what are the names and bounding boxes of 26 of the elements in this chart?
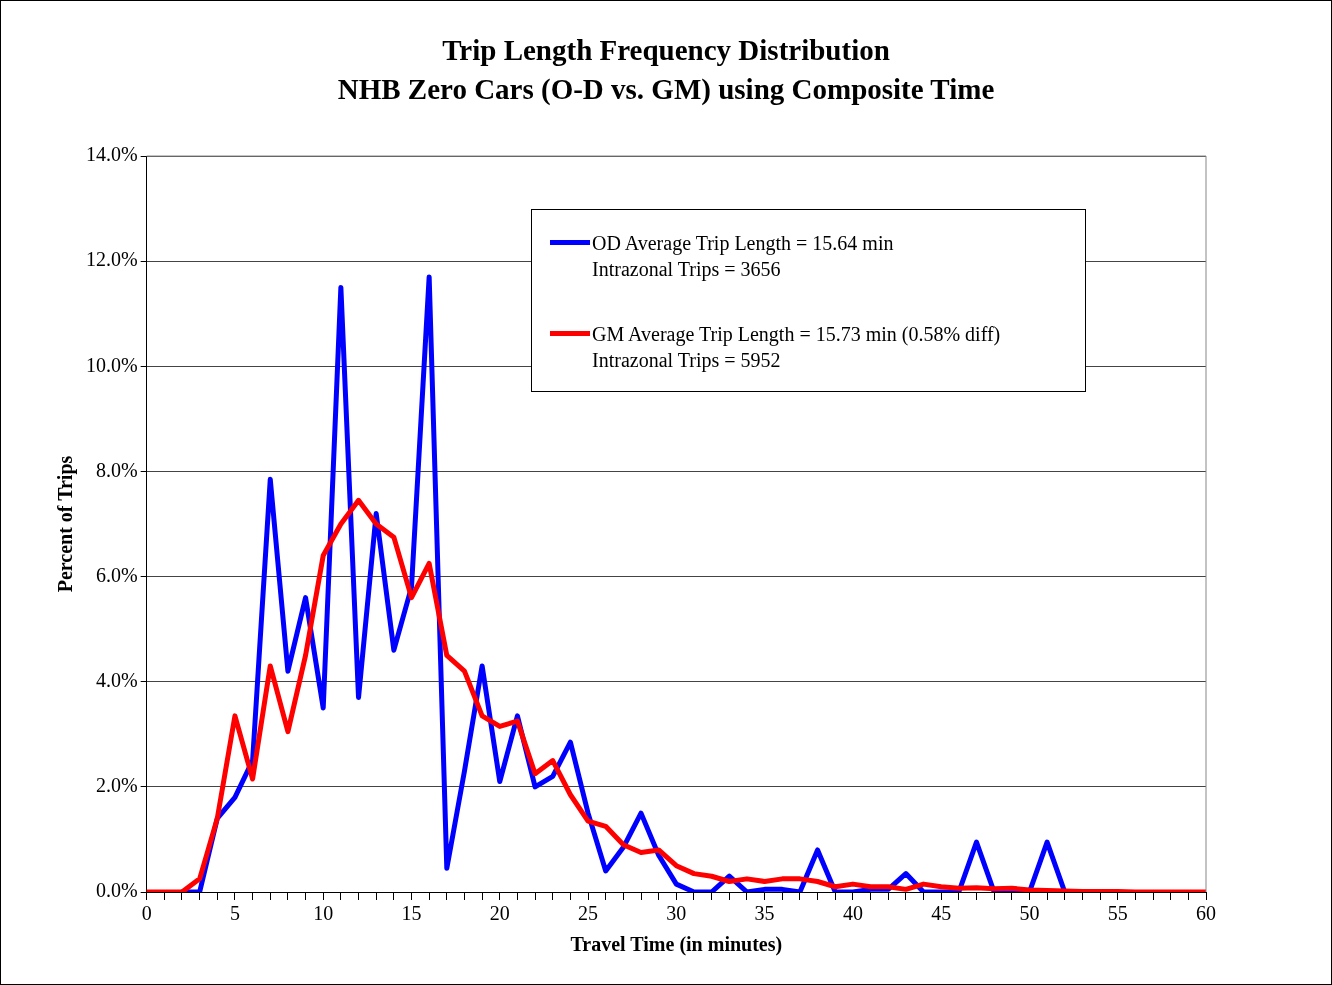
- x-tick-label: 0: [141, 902, 152, 925]
- x-tick-label: 60: [1196, 902, 1216, 925]
- chart-title: Trip Length Frequency Distribution NHB Zero Cars (O-D vs. GM) using Composite Time: [336, 33, 996, 107]
- x-tick-label: 10: [313, 902, 334, 925]
- x-tick-label: 40: [842, 902, 863, 925]
- x-tick-label: 50: [1019, 902, 1040, 925]
- y-tick-label: 4.0%: [95, 668, 138, 691]
- legend-label: GM Average Trip Length = 15.73 min (0.58% diff) Intrazonal Trips = 5952: [592, 322, 1001, 373]
- x-axis-title: Travel Time (in minutes): [570, 933, 783, 957]
- x-tick-label: 45: [931, 902, 952, 925]
- x-tick-label: 25: [578, 902, 599, 925]
- y-tick-label: 8.0%: [95, 458, 138, 481]
- y-tick-label: 6.0%: [95, 563, 138, 586]
- legend-label: OD Average Trip Length = 15.64 min Intrazonal Trips = 3656: [592, 231, 894, 282]
- x-tick-label: 35: [754, 902, 775, 925]
- y-tick-label: 10.0%: [85, 353, 138, 376]
- x-tick-label: 5: [229, 902, 240, 925]
- x-tick-label: 30: [666, 902, 687, 925]
- y-tick-label: 14.0%: [85, 143, 138, 166]
- x-tick-label: 15: [401, 902, 422, 925]
- x-tick-label: 55: [1107, 902, 1128, 925]
- y-tick-label: 0.0%: [95, 879, 138, 902]
- x-tick-label: 20: [489, 902, 510, 925]
- y-tick-label: 2.0%: [95, 774, 138, 797]
- y-axis-title: Percent of Trips: [54, 455, 78, 593]
- y-tick-label: 12.0%: [85, 248, 138, 271]
